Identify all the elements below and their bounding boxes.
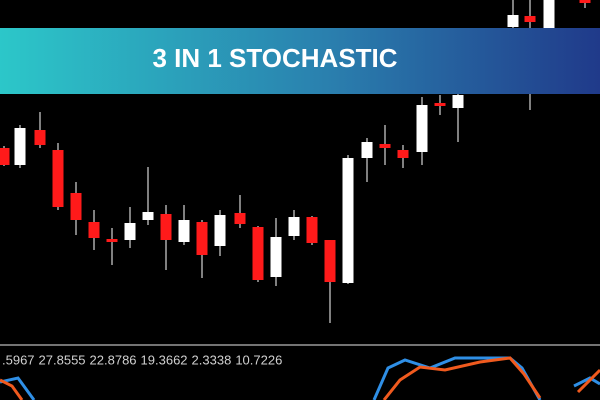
candle-body bbox=[252, 227, 264, 280]
banner-title: 3 IN 1 STOCHASTIC bbox=[152, 43, 397, 73]
candle-body bbox=[106, 239, 118, 242]
candle-body bbox=[88, 222, 100, 238]
candle-body bbox=[452, 95, 464, 108]
candle-body bbox=[196, 222, 208, 255]
candle-body bbox=[14, 128, 26, 165]
candle-body bbox=[70, 193, 82, 220]
stoch-line-orange bbox=[576, 368, 600, 394]
candle-body bbox=[342, 158, 354, 283]
candle-body bbox=[324, 240, 336, 282]
indicator-value: 10.7226 bbox=[235, 352, 282, 367]
candle-body bbox=[416, 105, 428, 152]
candle-body bbox=[361, 142, 373, 158]
stoch-line-orange bbox=[0, 378, 24, 400]
indicator-value: .5967 bbox=[2, 352, 35, 367]
candle-body bbox=[0, 148, 10, 165]
indicator-value: 2.3338 bbox=[192, 352, 232, 367]
candle-body bbox=[434, 103, 446, 106]
candle-body bbox=[234, 213, 246, 224]
candle-body bbox=[543, 0, 555, 28]
candle-body bbox=[288, 217, 300, 236]
candle-body bbox=[379, 144, 391, 148]
indicator-value: 19.3662 bbox=[141, 352, 188, 367]
candle-body bbox=[160, 214, 172, 240]
candle-body bbox=[306, 217, 318, 243]
candle-body bbox=[579, 0, 591, 3]
candle-body bbox=[214, 215, 226, 246]
candle-body bbox=[142, 212, 154, 220]
stoch-line-blue bbox=[372, 356, 542, 400]
candle-body bbox=[270, 237, 282, 277]
stoch-line-blue bbox=[0, 376, 36, 400]
candle-body bbox=[34, 130, 46, 145]
indicator-value: 22.8786 bbox=[90, 352, 137, 367]
candle-body bbox=[124, 223, 136, 240]
candles bbox=[0, 0, 591, 323]
candle-body bbox=[524, 16, 536, 22]
stoch-line-orange bbox=[382, 356, 542, 400]
indicator-values: .5967 27.8555 22.8786 19.3662 2.3338 10.7226 bbox=[2, 352, 282, 367]
candle-body bbox=[397, 150, 409, 158]
candle-body bbox=[178, 220, 190, 242]
candle-body bbox=[507, 15, 519, 27]
candle-body bbox=[52, 150, 64, 207]
indicator-value: 27.8555 bbox=[39, 352, 86, 367]
banner bbox=[0, 28, 600, 94]
